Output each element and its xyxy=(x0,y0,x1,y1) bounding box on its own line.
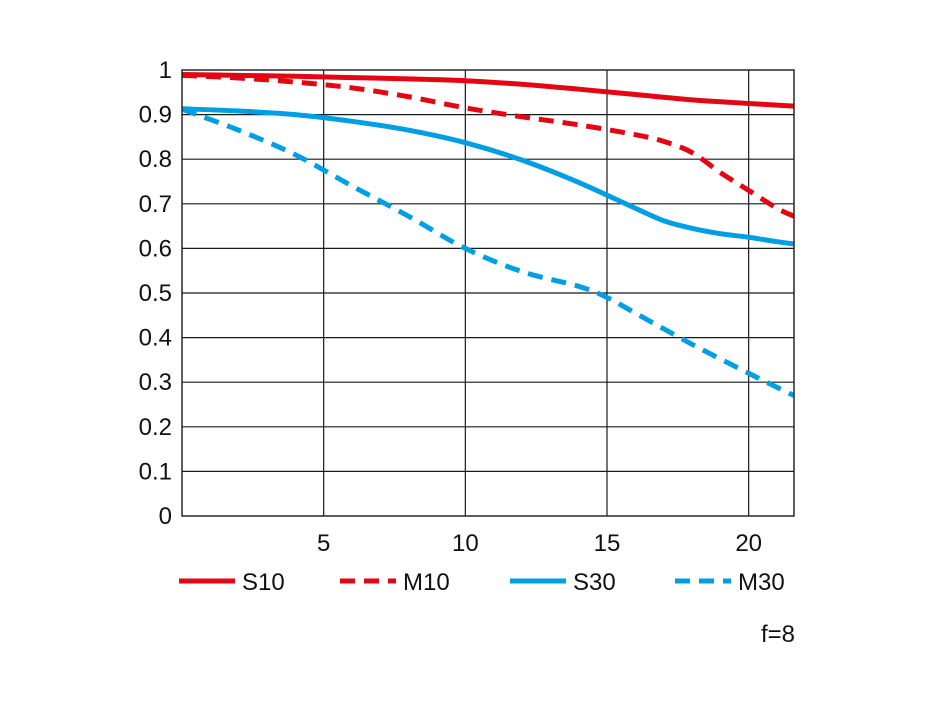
legend-label-m30: M30 xyxy=(738,569,785,596)
y-tick-label: 0.5 xyxy=(139,280,172,307)
plot-frame xyxy=(181,69,795,517)
y-tick-label: 0.3 xyxy=(139,369,172,396)
series-line-s10 xyxy=(182,71,794,109)
plot-border xyxy=(181,69,795,517)
y-tick-label: 0.2 xyxy=(139,414,172,441)
y-tick-label: 0.4 xyxy=(139,325,172,352)
y-tick-label: 0.1 xyxy=(139,458,172,485)
series-lines xyxy=(182,71,794,398)
y-tick-label: 0.8 xyxy=(139,146,172,173)
y-tick-label: 0.7 xyxy=(139,191,172,218)
legend-label-s10: S10 xyxy=(242,569,285,596)
aperture-annotation: f=8 xyxy=(761,621,795,648)
y-tick-label: 0 xyxy=(159,503,172,530)
y-tick-label: 1 xyxy=(159,57,172,84)
legend-label-s30: S30 xyxy=(573,569,616,596)
x-tick-label: 10 xyxy=(452,530,479,557)
x-tick-label: 20 xyxy=(735,530,762,557)
series-line-m10 xyxy=(182,72,794,219)
y-tick-label: 0.9 xyxy=(139,102,172,129)
legend-label-m10: M10 xyxy=(403,569,450,596)
legend: S10 M10 S30 M30 xyxy=(179,569,785,596)
y-axis-tick-labels: 0 0.1 0.2 0.3 0.4 0.5 0.6 0.7 0.8 0.9 1 xyxy=(139,57,172,530)
x-tick-label: 5 xyxy=(317,530,330,557)
series-line-s30 xyxy=(182,106,794,247)
x-axis-tick-labels: 5 10 15 20 xyxy=(317,530,762,557)
x-tick-label: 15 xyxy=(594,530,621,557)
y-tick-label: 0.6 xyxy=(139,235,172,262)
series-line-m30 xyxy=(182,106,794,398)
